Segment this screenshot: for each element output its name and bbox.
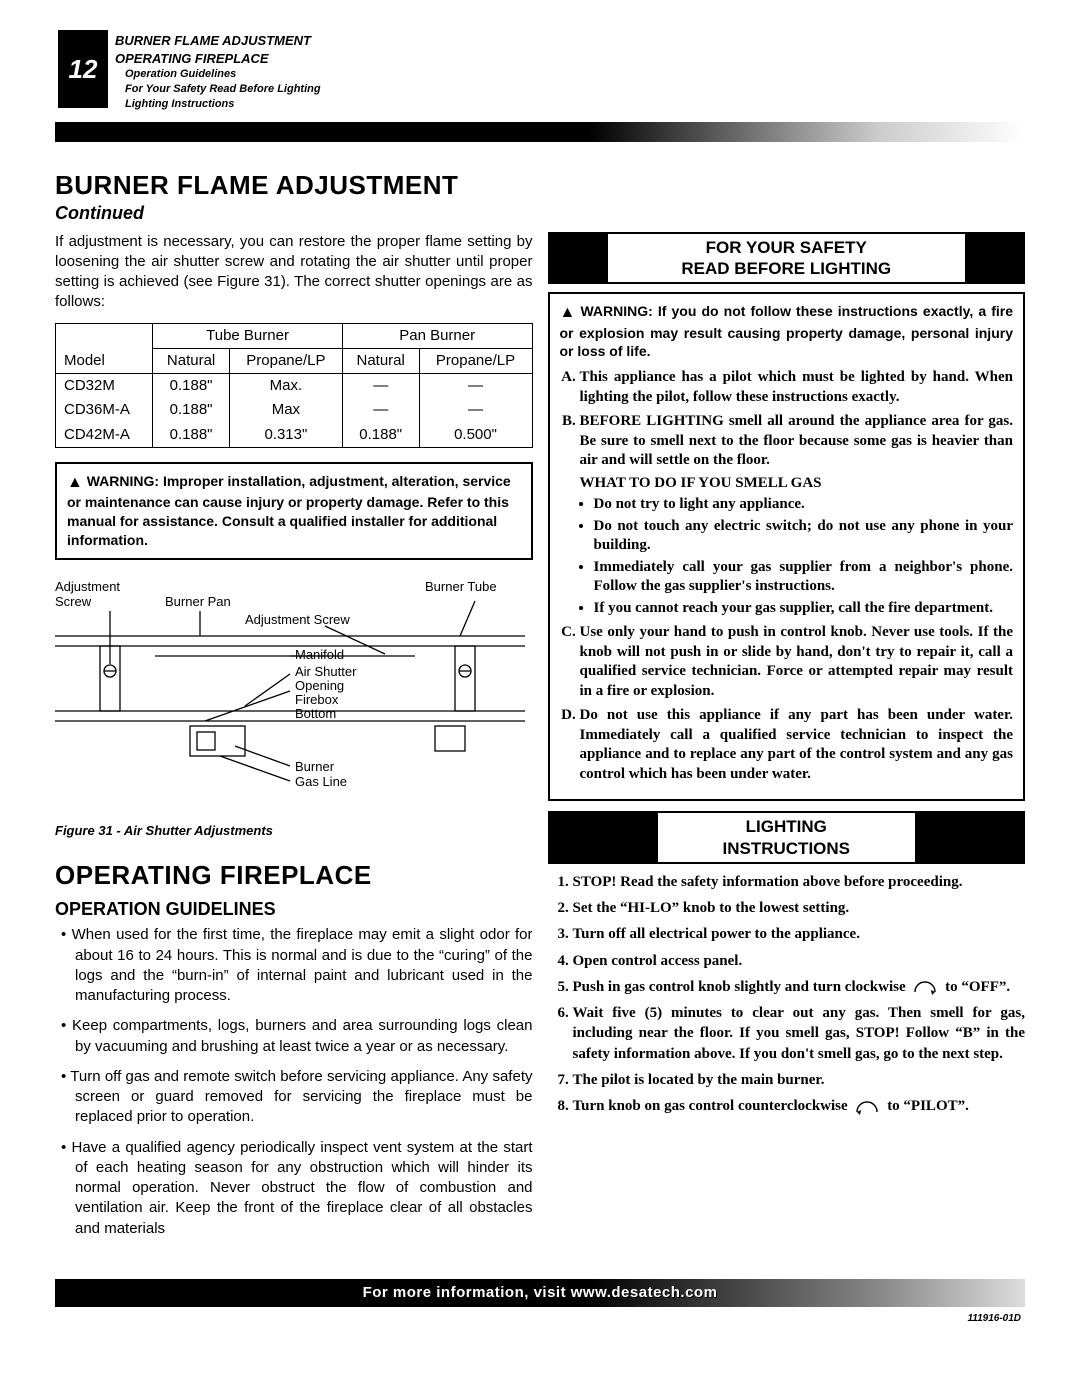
svg-text:Manifold: Manifold [295,647,344,662]
two-column-layout: If adjustment is necessary, you can rest… [55,232,1025,1249]
gas-bullet: If you cannot reach your gas supplier, c… [594,599,1014,619]
toc-sub3: Lighting Instructions [125,97,1025,112]
banner-title: FOR YOUR SAFETY READ BEFORE LIGHTING [608,232,966,285]
op-para-3: • Turn off gas and remote switch before … [55,1067,533,1128]
intro-paragraph: If adjustment is necessary, you can rest… [55,232,533,313]
warning-text: WARNING: Improper installation, adjustme… [67,473,511,548]
banner-left-block [548,811,658,864]
banner-right-block [965,232,1025,285]
header-gradient-bar [55,122,1025,142]
th-tube: Tube Burner [153,323,343,348]
air-shutter-diagram: AdjustmentScrew Burner Pan Adjustment Sc… [55,576,525,806]
gas-bullets: Do not try to light any appliance. Do no… [580,495,1014,618]
shutter-table: Model Tube Burner Pan Burner Natural Pro… [55,323,533,448]
safety-item-c: Use only your hand to push in control kn… [580,623,1014,701]
th-tube-nat: Natural [153,348,230,373]
safety-warning: ▲ WARNING: If you do not follow these in… [560,302,1014,360]
lighting-steps: STOP! Read the safety information above … [548,872,1026,1117]
continued-label: Continued [55,203,1025,224]
lighting-step: Turn off all electrical power to the app… [573,924,1026,944]
safety-box: ▲ WARNING: If you do not follow these in… [548,292,1026,801]
op-para-4: • Have a qualified agency periodically i… [55,1138,533,1239]
warning-triangle-icon: ▲ [560,303,576,324]
left-column: If adjustment is necessary, you can rest… [55,232,533,1249]
banner-title: LIGHTING INSTRUCTIONS [658,811,916,864]
content: BURNER FLAME ADJUSTMENT Continued If adj… [55,170,1025,1249]
header-toc: BURNER FLAME ADJUSTMENT OPERATING FIREPL… [115,30,1025,112]
table-row: CD42M-A 0.188" 0.313" 0.188" 0.500" [56,423,533,448]
safety-item-d: Do not use this appliance if any part ha… [580,706,1014,784]
gas-heading: WHAT TO DO IF YOU SMELL GAS [580,474,1014,494]
safety-item-a: This appliance has a pilot which must be… [580,368,1014,407]
svg-text:Air Shutter: Air Shutter [295,664,357,679]
footer-bar: For more information, visit www.desatech… [55,1279,1025,1307]
op-para-1: • When used for the first time, the fire… [55,925,533,1006]
step5-text: Push in gas control knob slightly and tu… [573,979,1011,995]
th-pan-lp: Propane/LP [419,348,532,373]
heading-guidelines: OPERATION GUIDELINES [55,897,533,921]
page-number-box: 12 [58,30,108,108]
page-number: 12 [69,54,98,85]
banner-right-block [915,811,1025,864]
step8-text: Turn knob on gas control counterclockwis… [573,1098,969,1114]
banner-left-block [548,232,608,285]
lighting-step: Push in gas control knob slightly and tu… [573,977,1026,997]
warning-triangle-icon: ▲ [67,472,83,494]
toc-sub2: For Your Safety Read Before Lighting [125,82,1025,97]
lighting-step: Wait five (5) minutes to clear out any g… [573,1003,1026,1064]
svg-text:Adjustment Screw: Adjustment Screw [245,612,350,627]
safety-list: This appliance has a pilot which must be… [560,368,1014,784]
th-pan-nat: Natural [342,348,419,373]
svg-text:Opening: Opening [295,678,344,693]
gas-bullet: Do not try to light any appliance. [594,495,1014,515]
lighting-step: Set the “HI-LO” knob to the lowest setti… [573,898,1026,918]
svg-text:Bottom: Bottom [295,706,336,721]
gas-bullet: Do not touch any electric switch; do not… [594,517,1014,556]
safety-item-b: BEFORE LIGHTING smell all around the app… [580,412,1014,618]
th-pan: Pan Burner [342,323,532,348]
svg-text:Adjustment: Adjustment [55,579,120,594]
svg-text:Screw: Screw [55,594,92,609]
svg-text:Burner Pan: Burner Pan [165,594,231,609]
table-row: CD32M 0.188" Max. — — [56,374,533,399]
document-id: 111916-01D [55,1313,1025,1324]
svg-text:Gas Line: Gas Line [295,774,347,789]
right-column: FOR YOUR SAFETY READ BEFORE LIGHTING ▲ W… [548,232,1026,1249]
lighting-step: Open control access panel. [573,951,1026,971]
warning-box-install: ▲ WARNING: Improper installation, adjust… [55,462,533,560]
svg-text:Burner: Burner [295,759,335,774]
lighting-step: The pilot is located by the main burner. [573,1070,1026,1090]
heading-burner-flame: BURNER FLAME ADJUSTMENT [55,170,1025,201]
toc-line2: OPERATING FIREPLACE [115,50,1025,68]
svg-text:Firebox: Firebox [295,692,339,707]
heading-operating: OPERATING FIREPLACE [55,858,533,893]
lighting-banner: LIGHTING INSTRUCTIONS [548,811,1026,864]
toc-sub1: Operation Guidelines [125,67,1025,82]
page: 12 BURNER FLAME ADJUSTMENT OPERATING FIR… [0,0,1080,1344]
gas-bullet: Immediately call your gas supplier from … [594,558,1014,597]
table-row: CD36M-A 0.188" Max — — [56,398,533,422]
op-para-2: • Keep compartments, logs, burners and a… [55,1016,533,1057]
toc-line1: BURNER FLAME ADJUSTMENT [115,32,1025,50]
safety-banner: FOR YOUR SAFETY READ BEFORE LIGHTING [548,232,1026,285]
svg-text:Burner Tube: Burner Tube [425,579,497,594]
figure-caption: Figure 31 - Air Shutter Adjustments [55,822,533,840]
lighting-step: STOP! Read the safety information above … [573,872,1026,892]
th-tube-lp: Propane/LP [229,348,342,373]
th-model: Model [56,323,153,374]
lighting-step: Turn knob on gas control counterclockwis… [573,1096,1026,1116]
